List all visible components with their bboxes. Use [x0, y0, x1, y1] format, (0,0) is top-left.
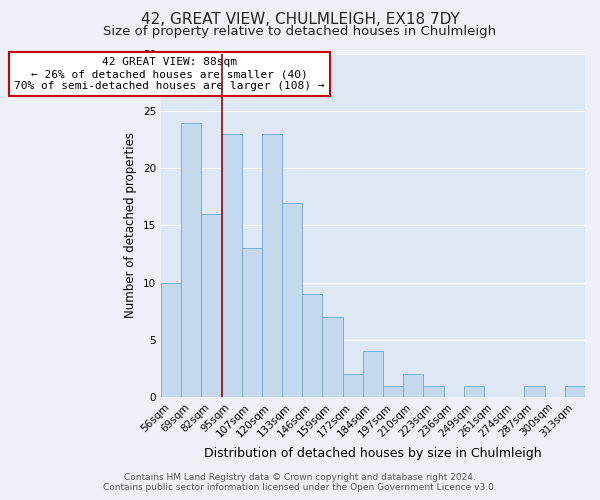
Bar	[302, 294, 322, 397]
Bar	[322, 317, 343, 397]
Bar	[524, 386, 545, 397]
Bar	[424, 386, 443, 397]
Bar	[383, 386, 403, 397]
Bar	[202, 214, 221, 397]
Bar	[363, 351, 383, 397]
Bar	[565, 386, 585, 397]
Bar	[161, 282, 181, 397]
Text: 42 GREAT VIEW: 88sqm
← 26% of detached houses are smaller (40)
70% of semi-detac: 42 GREAT VIEW: 88sqm ← 26% of detached h…	[14, 58, 325, 90]
X-axis label: Distribution of detached houses by size in Chulmleigh: Distribution of detached houses by size …	[204, 447, 542, 460]
Bar	[464, 386, 484, 397]
Y-axis label: Number of detached properties: Number of detached properties	[124, 132, 137, 318]
Text: Contains HM Land Registry data © Crown copyright and database right 2024.
Contai: Contains HM Land Registry data © Crown c…	[103, 473, 497, 492]
Bar	[282, 202, 302, 397]
Bar	[262, 134, 282, 397]
Bar	[181, 122, 202, 397]
Bar	[343, 374, 363, 397]
Bar	[403, 374, 424, 397]
Text: 42, GREAT VIEW, CHULMLEIGH, EX18 7DY: 42, GREAT VIEW, CHULMLEIGH, EX18 7DY	[140, 12, 460, 28]
Text: Size of property relative to detached houses in Chulmleigh: Size of property relative to detached ho…	[103, 25, 497, 38]
Bar	[221, 134, 242, 397]
Bar	[242, 248, 262, 397]
